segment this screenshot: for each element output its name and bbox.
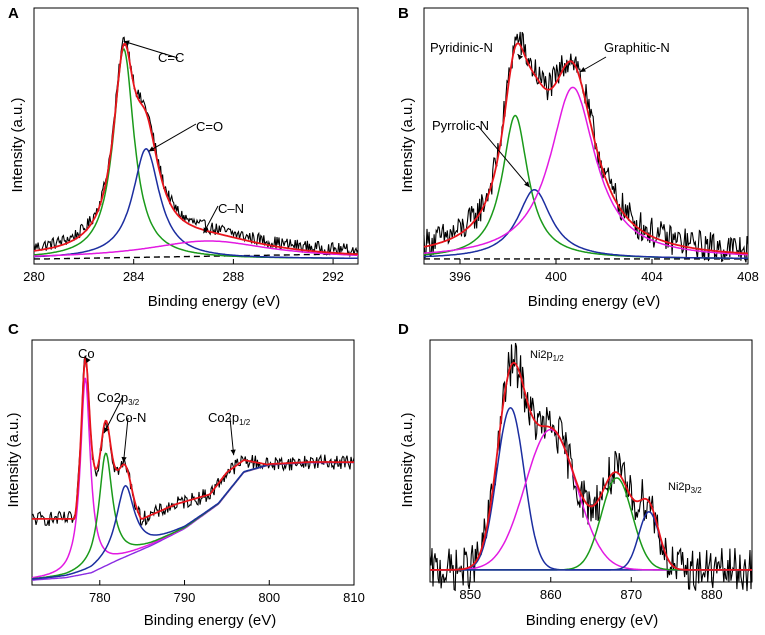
fit-component-b-2 <box>424 189 749 260</box>
raw-spectrum-d <box>429 342 753 592</box>
marks-b: 396 400 404 408 <box>423 31 759 284</box>
annot-co2p32: Co2p3/2 <box>97 390 140 407</box>
annot-ni2p32-main: Ni2p <box>668 481 691 493</box>
x-axis-label-d: Binding energy (eV) <box>526 612 659 629</box>
panel-b: B Intensity (a.u.) Binding energy (eV) 3… <box>398 5 759 310</box>
panel-letter-b: B <box>398 5 409 22</box>
panel-letter-d: D <box>398 321 409 338</box>
annot-c-o: C=O <box>196 119 223 134</box>
panel-letter-c: C <box>8 321 19 338</box>
annotation-arrowhead-c-1 <box>85 357 91 364</box>
raw-spectrum-b <box>423 31 749 263</box>
fit-component-c-1 <box>31 377 354 579</box>
annotation-arrowhead-c-3 <box>121 456 127 463</box>
panel-letter-a: A <box>8 5 19 22</box>
fit-envelope-c <box>32 357 354 520</box>
annot-co2p32-sub: 3/2 <box>128 398 140 407</box>
fit-component-a-2 <box>34 147 358 259</box>
x-tick-label-d-850: 850 <box>459 587 481 602</box>
panel-c: C Intensity (a.u.) Binding energy (eV) 7… <box>5 321 365 629</box>
plot-frame-b <box>423 7 749 265</box>
fit-envelope-d <box>430 361 752 571</box>
annot-co2p12: Co2p1/2 <box>208 410 251 427</box>
fit-component-a-3 <box>34 240 358 257</box>
plot-frame-d <box>429 339 753 583</box>
annotation-arrow-c-3 <box>123 417 129 463</box>
x-axis-label-a: Binding energy (eV) <box>148 293 281 310</box>
annot-ni2p12-sub: 1/2 <box>553 354 565 363</box>
annot-ni2p32: Ni2p3/2 <box>668 481 702 495</box>
annotation-arrow-b-3 <box>477 125 530 188</box>
x-tick-label-b-408: 408 <box>737 269 759 284</box>
x-tick-label-c-790: 790 <box>174 590 196 605</box>
panel-d: D Intensity (a.u.) Binding energy (eV) 8… <box>398 321 753 629</box>
annot-co: Co <box>78 346 95 361</box>
x-tick-label-c-780: 780 <box>89 590 111 605</box>
marks-a: 280 284 288 292 <box>23 36 359 284</box>
annotation-arrow-a-1 <box>123 40 179 59</box>
annot-ni2p32-sub: 3/2 <box>691 486 703 495</box>
background-line-a <box>34 253 358 260</box>
marks-c: 780 790 800 810 <box>31 355 365 605</box>
annotation-arrowhead-a-1 <box>123 40 130 46</box>
x-axis-label-c: Binding energy (eV) <box>144 612 277 629</box>
annot-ni2p12: Ni2p1/2 <box>530 349 564 363</box>
x-tick-label-b-404: 404 <box>641 269 663 284</box>
y-axis-label-c: Intensity (a.u.) <box>5 412 22 507</box>
annot-co2p32-main: Co2p <box>97 390 128 405</box>
annot-pyrrolic-n: Pyrrolic-N <box>432 118 489 133</box>
annotation-arrow-c-2 <box>103 397 123 434</box>
x-tick-label-a-292: 292 <box>322 269 344 284</box>
annot-graphitic-n: Graphitic-N <box>604 40 670 55</box>
annotation-arrow-c-4 <box>229 417 235 456</box>
raw-spectrum-a <box>33 36 359 258</box>
panel-a: A Intensity (a.u.) Binding energy (eV) 2… <box>8 5 359 310</box>
annotation-arrowhead-c-4 <box>230 449 236 456</box>
x-tick-label-a-288: 288 <box>223 269 245 284</box>
annotation-arrowhead-b-3 <box>524 181 530 188</box>
x-tick-label-c-810: 810 <box>343 590 365 605</box>
y-axis-label-b: Intensity (a.u.) <box>399 97 416 192</box>
annot-co2p12-sub: 1/2 <box>239 418 251 427</box>
fit-component-c-3 <box>31 461 354 580</box>
fit-envelope-a <box>33 42 359 256</box>
x-tick-label-d-860: 860 <box>540 587 562 602</box>
annotation-arrowhead-a-3 <box>203 227 209 234</box>
fit-component-b-3 <box>423 86 748 256</box>
annotation-arrowhead-a-2 <box>148 146 155 152</box>
annot-c-n: C–N <box>218 201 244 216</box>
plot-frame-a <box>33 7 359 265</box>
marks-d: 850 860 870 880 <box>429 342 753 602</box>
annot-c-c: C=C <box>158 50 184 65</box>
annotation-arrowhead-c-2 <box>104 427 109 434</box>
x-axis-label-b: Binding energy (eV) <box>528 293 661 310</box>
annotation-arrowhead-b-2 <box>580 67 586 72</box>
annot-co2p12-main: Co2p <box>208 410 239 425</box>
fit-envelope-b <box>423 42 749 255</box>
x-tick-label-b-400: 400 <box>545 269 567 284</box>
annot-pyridinic-n: Pyridinic-N <box>430 40 493 55</box>
x-tick-label-a-284: 284 <box>123 269 145 284</box>
annotation-arrow-a-2 <box>148 123 197 152</box>
annotation-arrowhead-b-1 <box>517 54 524 60</box>
x-tick-label-b-396: 396 <box>449 269 471 284</box>
x-tick-label-d-870: 870 <box>620 587 642 602</box>
x-tick-label-d-880: 880 <box>701 587 723 602</box>
x-tick-label-a-280: 280 <box>23 269 45 284</box>
x-tick-label-c-800: 800 <box>258 590 280 605</box>
y-axis-label-a: Intensity (a.u.) <box>9 97 26 192</box>
annot-ni2p12-main: Ni2p <box>530 349 553 361</box>
annot-co-n: Co-N <box>116 410 146 425</box>
y-axis-label-d: Intensity (a.u.) <box>399 412 416 507</box>
